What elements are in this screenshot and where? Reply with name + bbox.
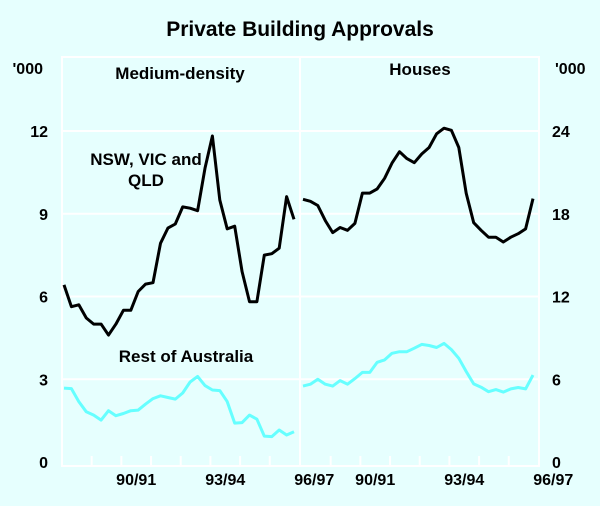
y-tick-label: 6 — [552, 372, 561, 389]
series-label-rest-of-australia: Rest of Australia — [119, 347, 254, 366]
y-tick-label: 6 — [39, 290, 48, 307]
series-layer — [62, 126, 535, 439]
y-tick-label: 0 — [39, 455, 48, 472]
series-line-rest-of-australia-houses — [302, 341, 535, 394]
y-tick-label: 0 — [552, 455, 561, 472]
y-tick-label: 18 — [552, 207, 570, 224]
y-tick-label: 3 — [39, 372, 48, 389]
x-tick-label: 90/91 — [355, 472, 395, 489]
x-tick-label: 96/97 — [294, 472, 334, 489]
series-line-rest-of-australia-medium-density — [63, 375, 295, 439]
chart-title: Private Building Approvals — [166, 18, 434, 41]
x-tick-label: 90/91 — [116, 472, 156, 489]
y-tick-label: 9 — [39, 207, 48, 224]
series-label-nsw-vic-qld: NSW, VIC and QLD — [90, 150, 201, 190]
series-line-nsw-vic-qld-medium-density — [62, 134, 296, 337]
panel-title-houses: Houses — [389, 60, 450, 79]
y-tick-label: 12 — [30, 124, 48, 141]
right-y-unit: '000 — [555, 61, 586, 78]
panel-title-medium-density: Medium-density — [115, 64, 245, 83]
y-tick-label: 12 — [552, 290, 570, 307]
left-y-unit: '000 — [13, 61, 44, 78]
x-tick-label: 96/97 — [533, 472, 573, 489]
x-tick-label: 93/94 — [444, 472, 484, 489]
series-line-nsw-vic-qld-houses — [302, 126, 535, 244]
x-tick-label: 93/94 — [205, 472, 245, 489]
y-tick-label: 24 — [552, 124, 570, 141]
